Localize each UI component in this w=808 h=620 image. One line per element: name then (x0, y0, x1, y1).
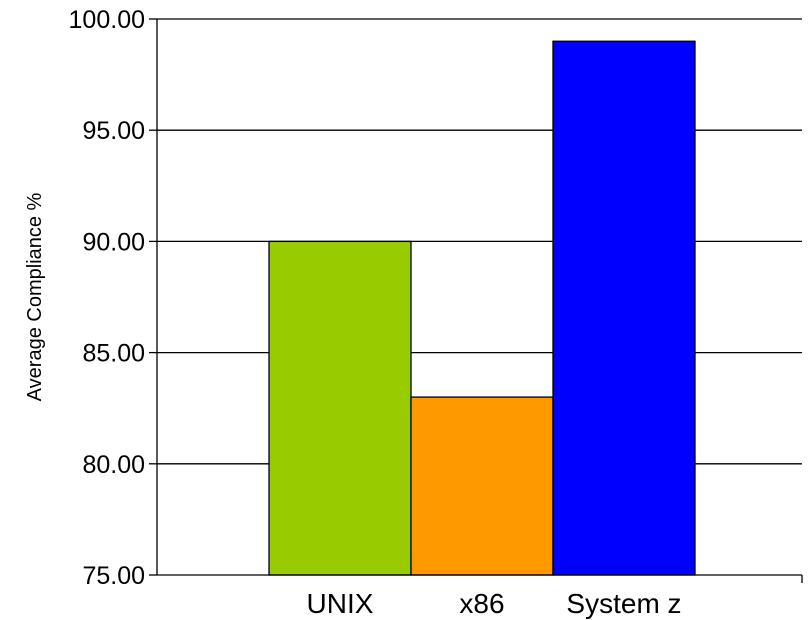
x-category-label: x86 (459, 588, 504, 619)
bar-system-z (552, 40, 696, 576)
y-tick-label: 75.00 (82, 562, 145, 590)
y-tick-label: 90.00 (82, 228, 145, 256)
x-category-label: UNIX (307, 588, 374, 619)
y-tick-label: 100.00 (69, 6, 145, 34)
x-category-label: System z (566, 588, 681, 619)
x-axis-category-labels: UNIX x86 System z (307, 588, 682, 619)
y-axis-ticks: 75.00 80.00 85.00 90.00 95.00 100.00 (69, 6, 157, 590)
y-axis-label: Average Compliance % (24, 192, 46, 401)
axes (156, 19, 803, 583)
bar-unix (268, 240, 412, 576)
y-tick-label: 85.00 (82, 340, 145, 368)
bars (268, 40, 696, 576)
y-tick-label: 95.00 (82, 117, 145, 145)
y-tick-label: 80.00 (82, 451, 145, 479)
bar-x86 (410, 396, 554, 576)
